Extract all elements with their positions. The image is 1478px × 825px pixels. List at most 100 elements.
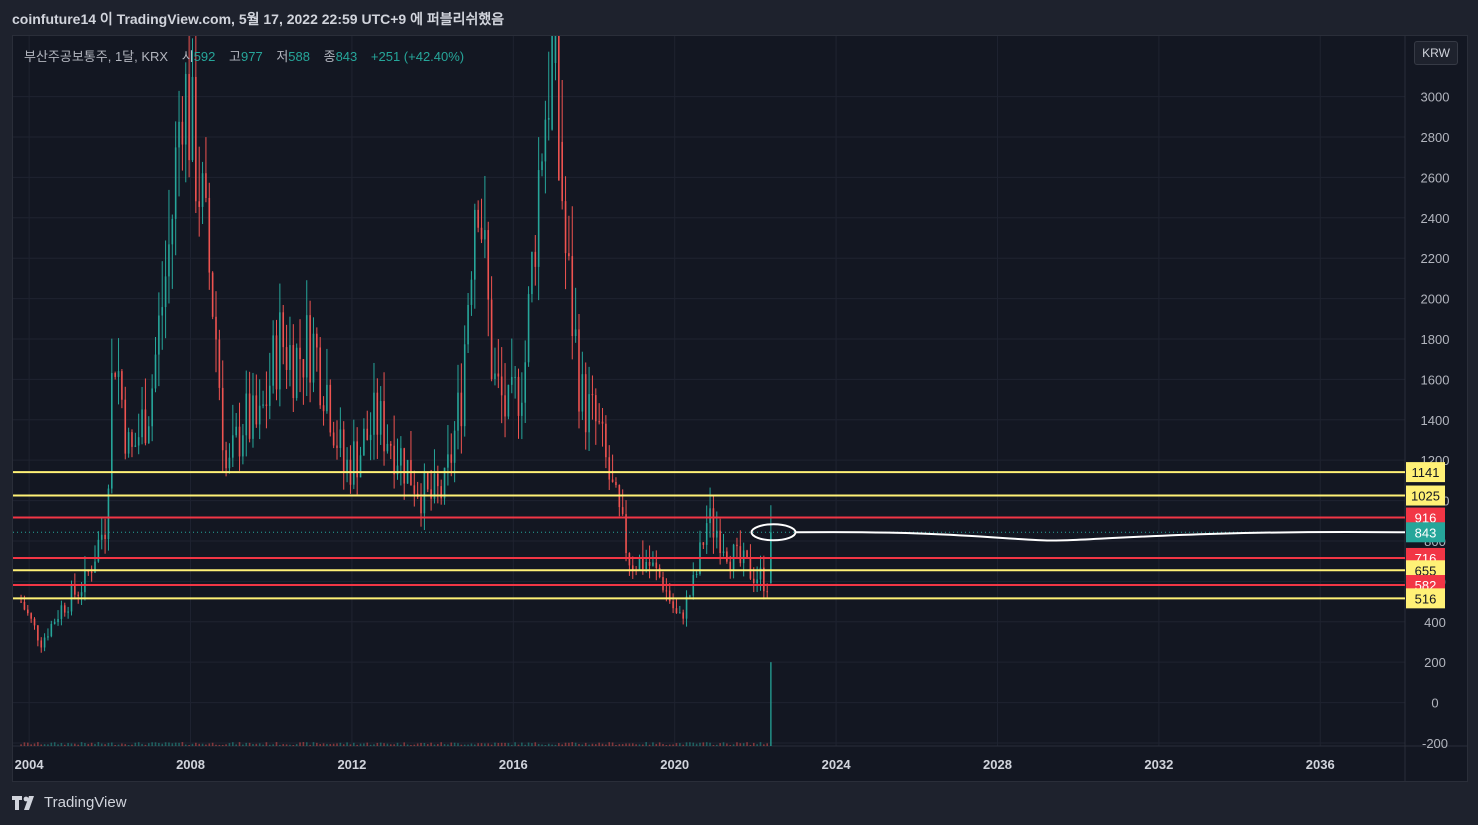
candle-body <box>672 601 674 609</box>
volume-bar <box>332 743 335 746</box>
volume-bar <box>396 742 399 746</box>
level-badge-655: 655 <box>1415 563 1437 578</box>
volume-bar <box>137 742 140 746</box>
candle-body <box>396 465 399 475</box>
candle-body <box>262 404 264 406</box>
candle-body <box>625 514 627 554</box>
volume-bar <box>601 743 604 746</box>
candle-body <box>480 227 483 240</box>
candle-body <box>174 147 177 219</box>
volume-bar <box>339 742 342 746</box>
candle-body <box>339 429 342 448</box>
candle-body <box>346 459 348 472</box>
volume-bar <box>225 744 227 746</box>
volume-bar <box>726 743 728 746</box>
volume-bar <box>316 742 318 746</box>
candle-body <box>722 551 725 554</box>
tradingview-logo-icon <box>12 795 34 810</box>
level-badge-1025: 1025 <box>1411 489 1440 504</box>
candle-body <box>719 530 721 554</box>
volume-bar <box>679 743 681 746</box>
candle-body <box>218 339 221 388</box>
volume-bar <box>228 743 231 746</box>
volume-bar <box>443 744 446 746</box>
candle-body <box>689 595 691 597</box>
candle-body <box>114 373 116 377</box>
candle-body <box>305 315 308 378</box>
volume-bar <box>151 742 153 746</box>
candle-body <box>195 76 197 202</box>
volume-bar <box>131 744 133 746</box>
volume-bar <box>322 743 325 746</box>
candle-body <box>60 605 63 619</box>
candle-body <box>558 36 560 181</box>
volume-bar <box>437 743 439 746</box>
candle-body <box>154 354 157 389</box>
candle-body <box>668 590 671 602</box>
candle-body <box>658 567 661 578</box>
candle-body <box>685 596 688 619</box>
candle-body <box>494 373 496 380</box>
volume-bar <box>551 744 553 746</box>
volume-bar <box>26 742 29 746</box>
candle-body <box>111 373 113 489</box>
candle-body <box>53 622 56 624</box>
candle-body <box>379 401 382 435</box>
candle-body <box>84 569 86 593</box>
candle-body <box>561 141 563 202</box>
volume-bar <box>416 743 419 746</box>
price-chart[interactable]: -200020040060080010001200140016001800200… <box>13 36 1467 781</box>
candle-body <box>541 161 543 171</box>
time-tick-label: 2016 <box>499 757 528 772</box>
volume-bar <box>423 743 426 746</box>
volume-bar <box>705 742 708 746</box>
candle-body <box>679 612 681 614</box>
volume-bar <box>611 742 614 746</box>
time-tick-label: 2012 <box>337 757 366 772</box>
candle-body <box>178 121 180 148</box>
candle-body <box>601 421 604 424</box>
candle-body <box>383 401 385 452</box>
candle-body <box>147 426 150 444</box>
candle-body <box>376 392 379 435</box>
candle-body <box>729 561 732 570</box>
volume-bar <box>682 744 684 746</box>
candle-body <box>393 445 395 475</box>
volume-bar <box>232 742 234 746</box>
candle-body <box>282 312 285 348</box>
time-tick-label: 2004 <box>15 757 45 772</box>
low-label: 저 <box>276 49 289 64</box>
volume-bar <box>655 743 658 746</box>
candle-body <box>447 454 449 468</box>
time-tick-label: 2028 <box>983 757 1012 772</box>
close-label: 종 <box>323 49 336 64</box>
volume-bar <box>467 744 469 746</box>
volume-bar <box>178 742 180 746</box>
volume-bar <box>127 744 130 746</box>
volume-bar <box>504 742 506 746</box>
volume-bar <box>561 744 563 746</box>
candle-body <box>342 429 345 472</box>
volume-bar <box>275 742 278 746</box>
volume-bar <box>121 743 123 746</box>
candle-body <box>117 371 120 377</box>
volume-bar <box>605 744 607 746</box>
volume-bar <box>77 744 80 746</box>
candle-body <box>487 230 490 300</box>
candle-body <box>611 479 614 482</box>
candle-body <box>608 457 611 480</box>
candle-body <box>336 445 338 448</box>
volume-bar <box>470 743 473 746</box>
volume-bar <box>494 742 496 746</box>
candle-body <box>151 388 153 427</box>
volume-bar <box>97 742 100 746</box>
candle-body <box>578 329 580 412</box>
volume-bar <box>369 744 372 746</box>
volume-bar <box>171 743 174 746</box>
candle-body <box>272 335 274 386</box>
chart-frame[interactable]: -200020040060080010001200140016001800200… <box>12 35 1468 782</box>
volume-bar <box>262 744 264 746</box>
candle-body <box>453 430 456 463</box>
tradingview-logo[interactable]: TradingView <box>12 794 127 811</box>
currency-button[interactable]: KRW <box>1414 41 1458 65</box>
